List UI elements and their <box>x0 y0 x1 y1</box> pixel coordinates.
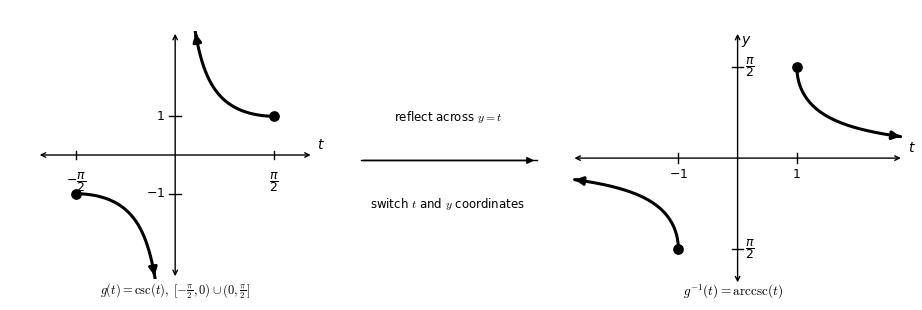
Text: $t$: $t$ <box>908 141 916 155</box>
Text: $-1$: $-1$ <box>668 169 688 181</box>
Text: $-1$: $-1$ <box>146 187 165 200</box>
Text: $\dfrac{\pi}{2}$: $\dfrac{\pi}{2}$ <box>745 237 755 261</box>
Text: $t$: $t$ <box>316 138 325 152</box>
Text: $\dfrac{\pi}{2}$: $\dfrac{\pi}{2}$ <box>269 170 278 194</box>
Text: $g^{-1}(t) =\mathrm{arccsc}(t)$: $g^{-1}(t) =\mathrm{arccsc}(t)$ <box>683 283 783 301</box>
Text: $y$: $y$ <box>741 34 751 49</box>
Point <box>789 65 804 70</box>
Text: $1$: $1$ <box>793 169 801 181</box>
Point <box>671 246 686 251</box>
Text: $-\dfrac{\pi}{2}$: $-\dfrac{\pi}{2}$ <box>66 170 87 194</box>
Point <box>69 191 84 196</box>
Point <box>266 114 281 119</box>
Text: switch $t$ and $y$ coordinates: switch $t$ and $y$ coordinates <box>371 196 526 212</box>
Text: $\dfrac{\pi}{2}$: $\dfrac{\pi}{2}$ <box>745 55 755 79</box>
Text: reflect across $y = t$: reflect across $y = t$ <box>394 109 502 125</box>
Text: $g(t) = \csc(t),\; \left[-\frac{\pi}{2},0\right) \cup \left(0,\frac{\pi}{2}\righ: $g(t) = \csc(t),\; \left[-\frac{\pi}{2},… <box>100 281 250 301</box>
Text: $1$: $1$ <box>157 110 165 123</box>
